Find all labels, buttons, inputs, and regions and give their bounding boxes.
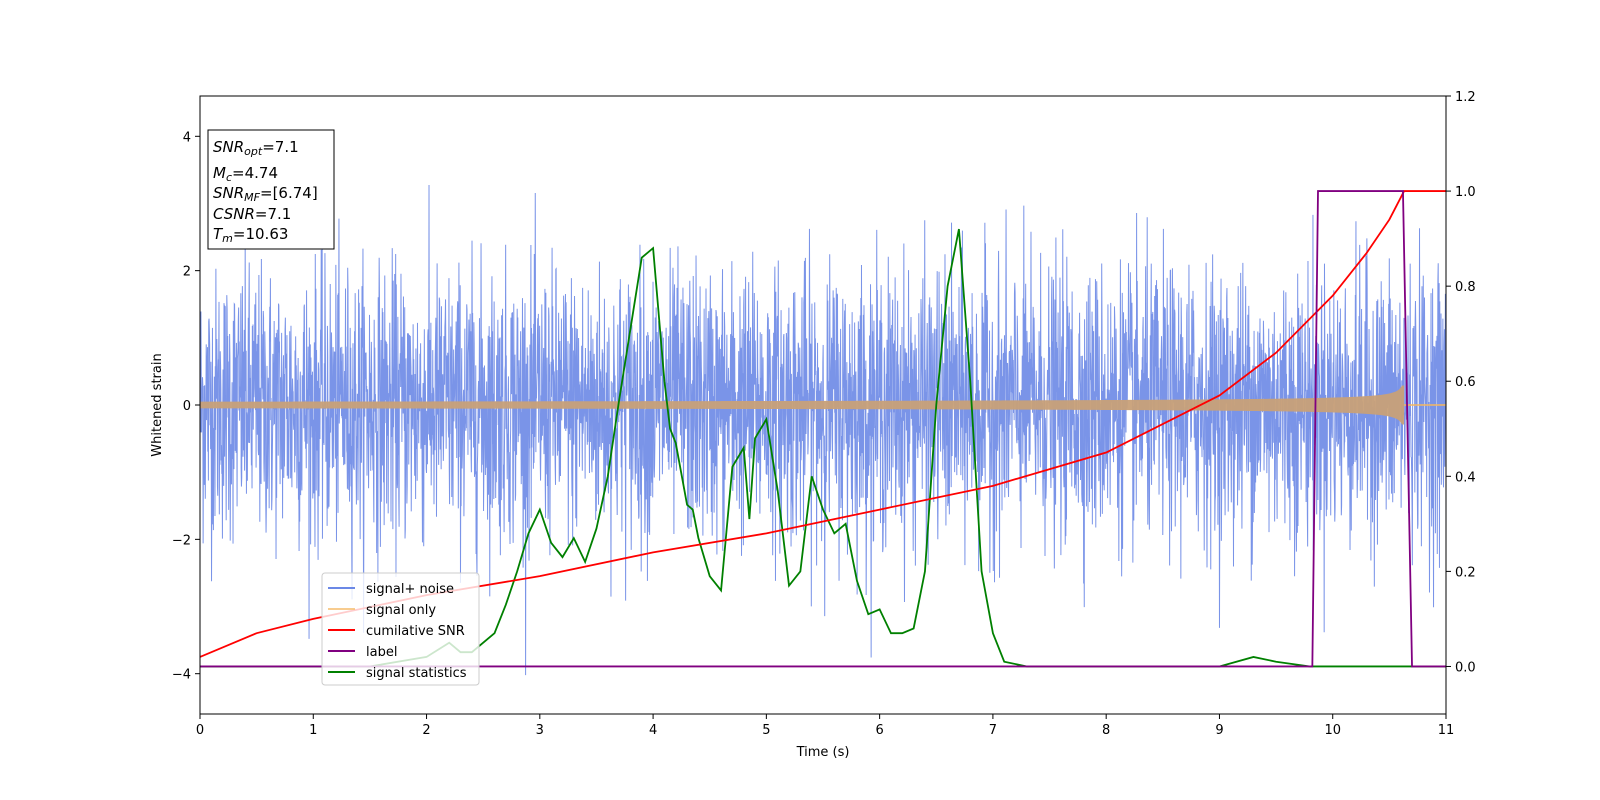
y-left-tick-label: −4 [172,668,191,683]
series-signal-statistics-line [200,228,1446,668]
x-axis: 0 1 2 3 4 5 6 7 8 9 10 11 [196,714,1454,738]
y-left-tick-label: −2 [172,533,191,548]
y-right-tick-label: 0.6 [1455,375,1476,390]
legend-label: signal+ noise [366,582,454,597]
y-right-tick-label: 0.0 [1455,660,1476,675]
x-tick-label: 0 [196,723,204,738]
info-mc: Mc=4.74 [213,164,278,184]
legend-label: cumilative SNR [366,624,465,639]
y-axis-right: 0.0 0.2 0.4 0.6 0.8 1.0 1.2 [1446,90,1476,675]
signal-only-envelope [200,385,1405,425]
y-right-tick-label: 1.2 [1455,90,1476,105]
info-csnr: CSNR=7.1 [213,205,291,223]
y-left-tick-label: 4 [183,130,191,145]
signal-noise-line [200,184,1446,676]
series-signal-noise [200,184,1446,676]
y-right-tick-label: 0.4 [1455,470,1476,485]
x-tick-label: 11 [1438,723,1455,738]
legend-frame [321,572,480,686]
info-box: SNRopt=7.1 Mc=4.74 SNRMF=[6.74] CSNR=7.1… [207,129,335,250]
info-snr-opt: SNRopt=7.1 [213,138,299,158]
x-tick-label: 9 [1215,723,1223,738]
y-left-tick-label: 2 [183,265,191,280]
series-label-line [200,190,1446,668]
legend-label: signal statistics [366,666,467,681]
x-tick-label: 8 [1102,723,1110,738]
y-axis-label: Whitened strain [150,353,165,456]
y-right-tick-label: 0.2 [1455,565,1476,580]
y-right-tick-label: 1.0 [1455,185,1476,200]
info-snr-mf: SNRMF=[6.74] [213,184,318,204]
x-tick-label: 1 [309,723,317,738]
y-axis-left: −4 −2 0 2 4 [172,130,200,683]
info-box-frame [207,129,335,250]
legend-label: label [366,645,397,660]
x-tick-label: 5 [762,723,770,738]
x-tick-label: 6 [875,723,883,738]
x-tick-label: 7 [989,723,997,738]
legend: signal+ noise signal only cumilative SNR la… [321,572,480,686]
y-left-tick-label: 0 [183,399,191,414]
x-tick-label: 4 [649,723,657,738]
legend-label: signal only [366,603,436,618]
series-signal-only [200,385,1446,425]
y-right-tick-label: 0.8 [1455,280,1476,295]
x-tick-label: 10 [1324,723,1341,738]
x-tick-label: 2 [422,723,430,738]
info-tm: Tm=10.63 [213,225,288,245]
x-tick-label: 3 [536,723,544,738]
x-axis-label: Time (s) [796,745,850,760]
